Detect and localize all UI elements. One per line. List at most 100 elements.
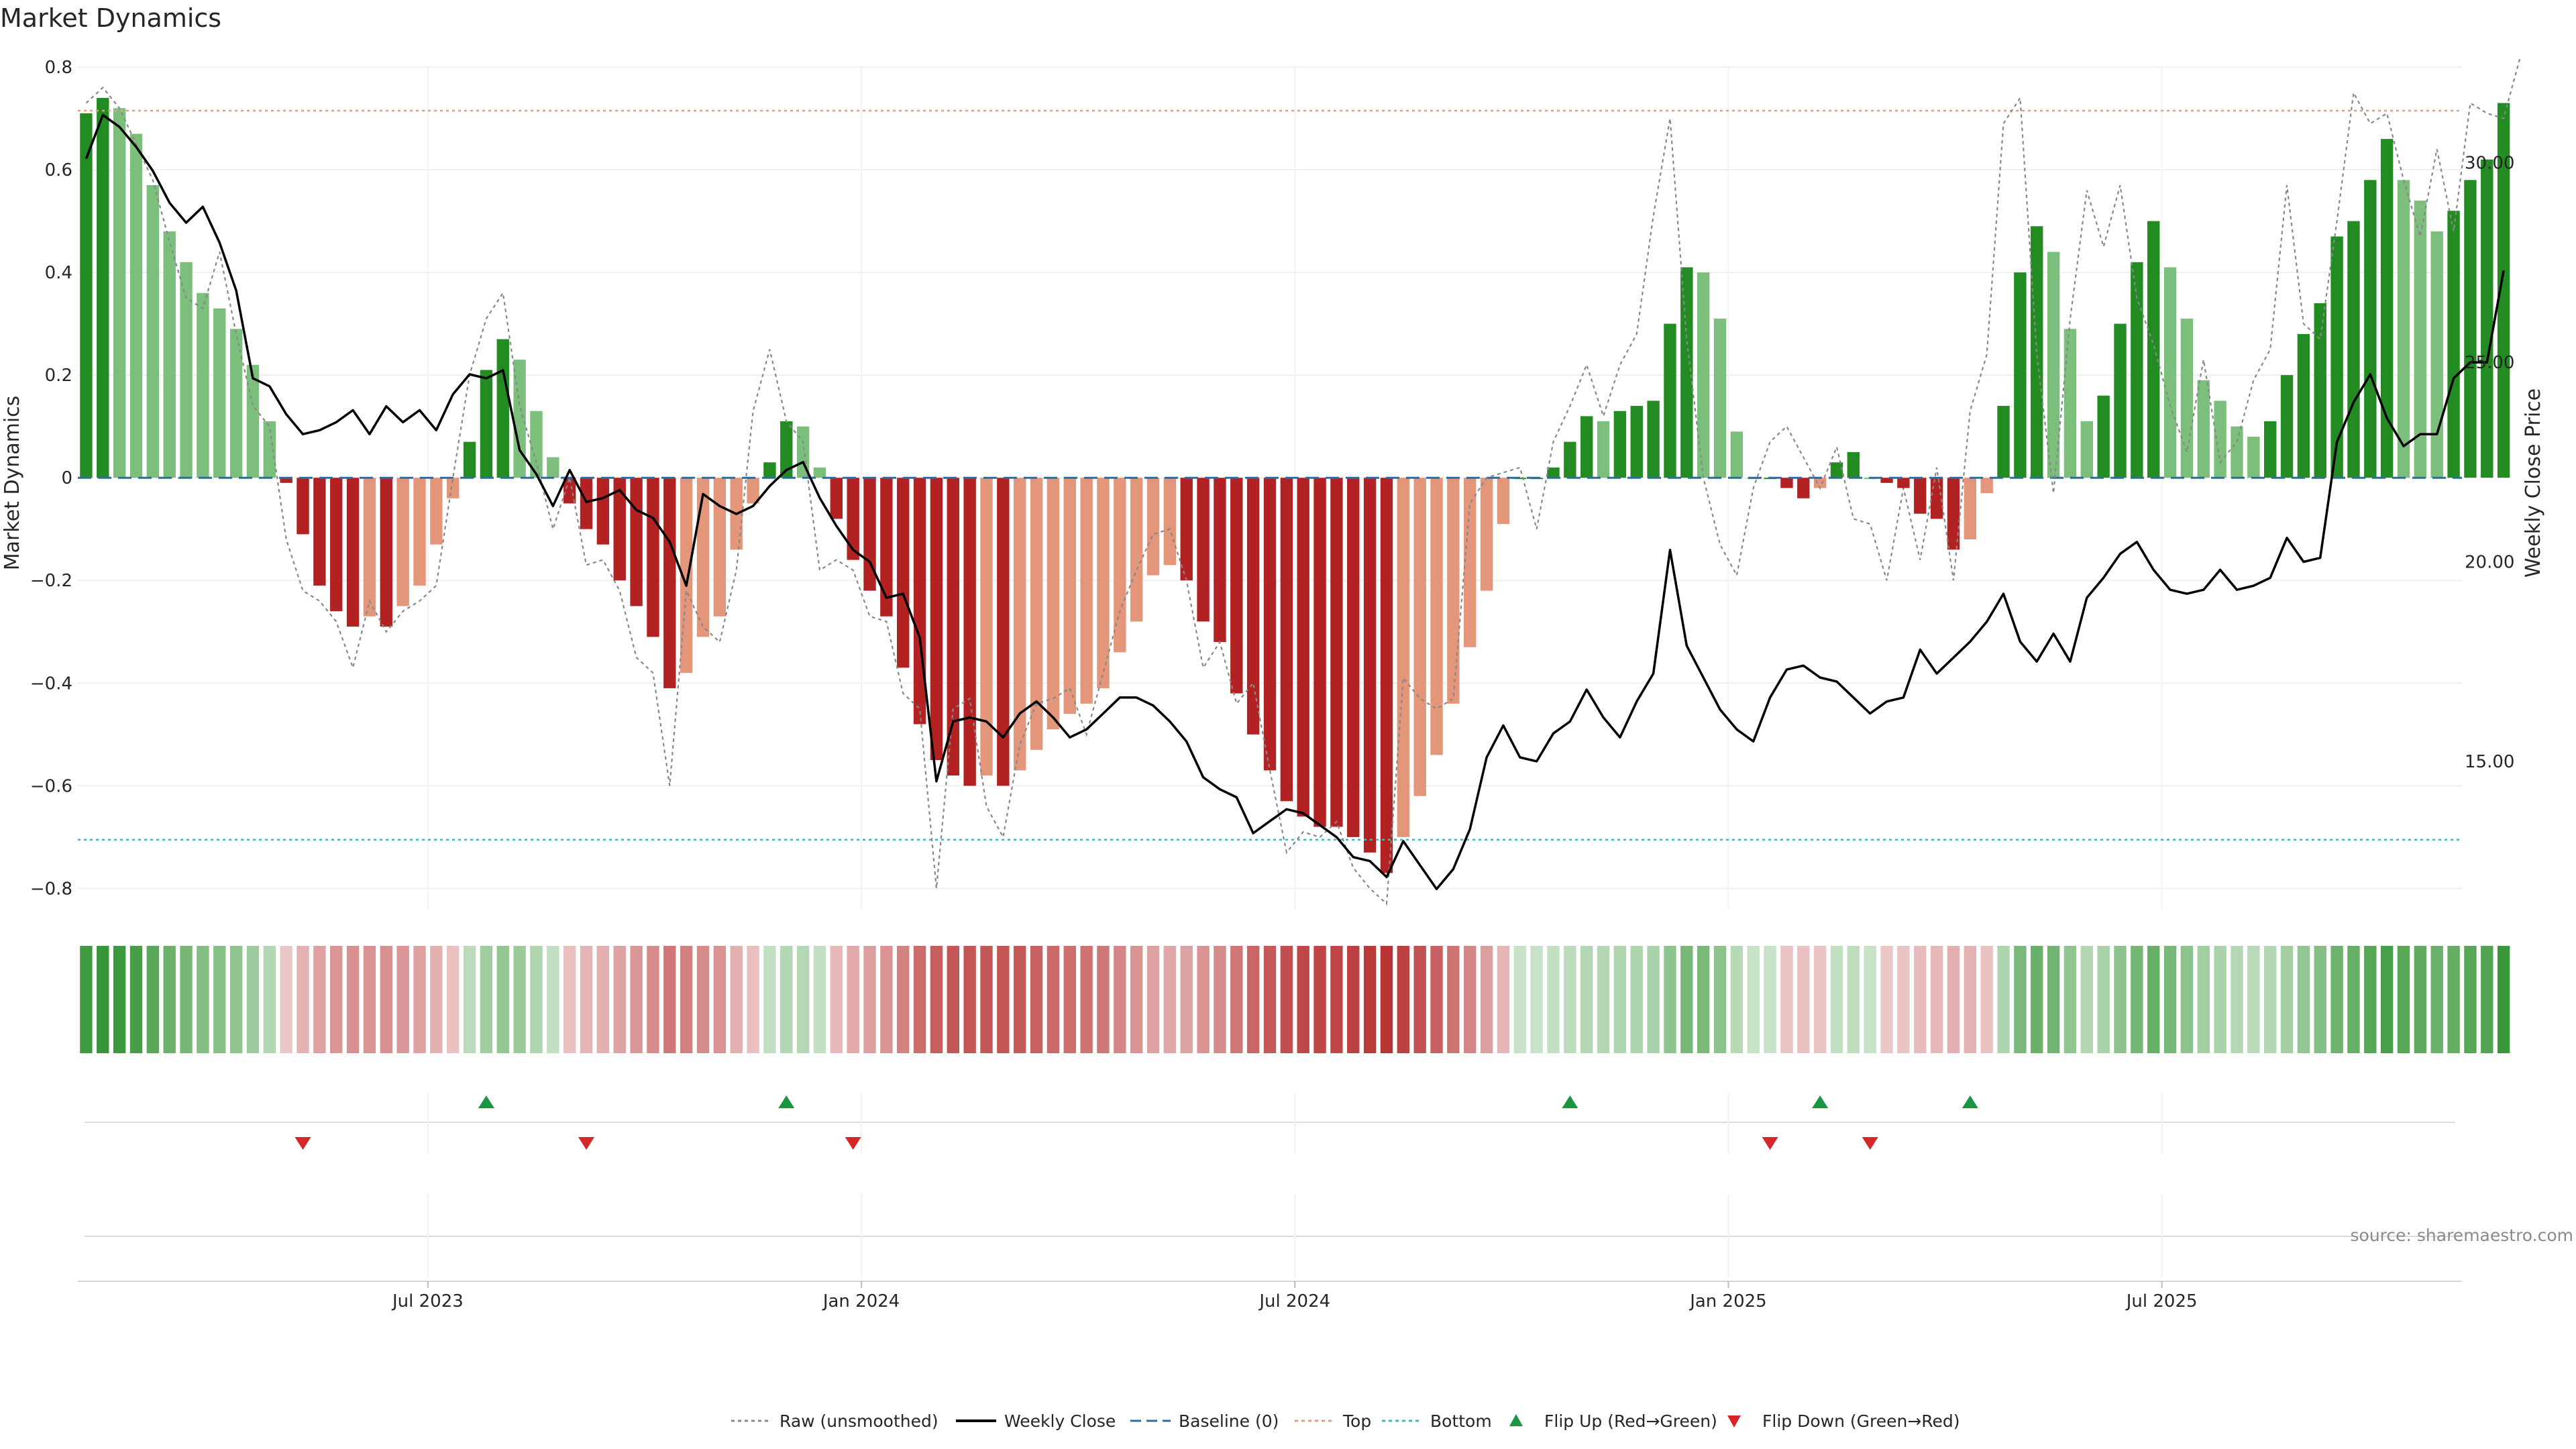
histogram-bar <box>2347 221 2360 478</box>
histogram-bar <box>213 308 226 478</box>
histogram-bar <box>1930 478 1943 519</box>
state-cell <box>1747 946 1760 1053</box>
state-cell <box>1447 946 1460 1053</box>
state-cell <box>1847 946 1860 1053</box>
histogram-bar <box>1847 451 1860 478</box>
state-cell <box>2047 946 2060 1053</box>
state-cell <box>1930 946 1943 1053</box>
flip-markers-panel <box>85 1093 2455 1154</box>
state-cell <box>1330 946 1343 1053</box>
state-cell <box>1197 946 1210 1053</box>
state-cell <box>980 946 993 1053</box>
state-cell <box>297 946 309 1053</box>
histogram-bar <box>947 478 959 776</box>
histogram-bar <box>1697 272 1710 478</box>
x-tick-label: Jul 2024 <box>1258 1291 1330 1311</box>
state-cell <box>2197 946 2210 1053</box>
histogram-bar <box>463 441 476 478</box>
histogram-bar <box>1063 478 1076 714</box>
histogram-bar <box>2080 421 2093 478</box>
state-cell <box>2414 946 2427 1053</box>
legend-item: Bottom <box>1382 1411 1492 1431</box>
left-tick-label: 0.6 <box>45 160 72 180</box>
x-tick-label: Jul 2023 <box>391 1291 464 1311</box>
histogram-bar <box>997 478 1010 786</box>
histogram-bar <box>380 478 392 627</box>
x-tick-label: Jan 2025 <box>1688 1291 1767 1311</box>
flip-down-marker <box>1762 1137 1778 1150</box>
histogram-bar <box>1030 478 1043 750</box>
reference-lines <box>78 109 2462 841</box>
histogram-bar <box>1280 478 1293 802</box>
legend-swatch <box>1509 1414 1523 1426</box>
state-cell <box>1647 946 1660 1053</box>
legend-label: Bottom <box>1430 1411 1492 1431</box>
state-cell <box>547 946 559 1053</box>
histogram-bar <box>313 478 326 586</box>
state-cell <box>1830 946 1843 1053</box>
histogram-bar <box>530 411 543 478</box>
histogram-bar <box>1330 478 1343 827</box>
legend-item: Flip Down (Green→Red) <box>1727 1411 1960 1431</box>
left-axis-ticks: 0.8 0.6 0.4 0.2 0 −0.2 −0.4 −0.6 −0.8 <box>30 58 72 899</box>
state-cell <box>2231 946 2243 1053</box>
right-axis-label: Weekly Close Price <box>2522 388 2545 578</box>
state-cell <box>1214 946 1226 1053</box>
state-cell <box>396 946 409 1053</box>
series-lines <box>85 56 2522 906</box>
left-tick-label: 0.4 <box>45 263 72 283</box>
state-cell <box>97 946 109 1053</box>
histogram-bar <box>2380 139 2394 478</box>
histogram-bar <box>1313 478 1326 827</box>
legend-item: Weekly Close <box>956 1411 1116 1431</box>
state-cell <box>1730 946 1743 1053</box>
histogram-bar <box>1130 478 1143 622</box>
state-cell <box>330 946 343 1053</box>
histogram-bar <box>630 478 643 606</box>
histogram-bar <box>2297 333 2310 478</box>
state-cell <box>713 946 727 1053</box>
histogram-bar <box>2414 200 2427 478</box>
state-cell <box>2114 946 2127 1053</box>
state-cell <box>1230 946 1243 1053</box>
state-cell <box>1880 946 1893 1053</box>
state-cell <box>913 946 926 1053</box>
histogram-bar <box>696 478 710 637</box>
left-tick-label: −0.4 <box>30 674 72 694</box>
histogram-bar <box>2430 231 2443 478</box>
state-cell <box>1530 946 1543 1053</box>
state-cell <box>1014 946 1026 1053</box>
histogram-bar <box>2464 180 2477 478</box>
x-axis-ticks: Jul 2023 Jan 2024 Jul 2024 Jan 2025 Jul 2025 <box>391 1281 2198 1311</box>
legend-item: Baseline (0) <box>1130 1411 1279 1431</box>
left-tick-label: 0.2 <box>45 366 72 386</box>
histogram-bar <box>1114 478 1126 653</box>
left-tick-label: −0.8 <box>30 879 72 899</box>
histogram-bar <box>129 133 143 478</box>
histogram-bar <box>2031 226 2043 478</box>
state-cell <box>1564 946 1576 1053</box>
legend-label: Flip Down (Green→Red) <box>1762 1411 1960 1431</box>
state-cell <box>380 946 392 1053</box>
histogram-bar <box>1180 478 1193 581</box>
state-cell <box>1997 946 2010 1053</box>
state-cell <box>263 946 276 1053</box>
state-cell <box>2014 946 2027 1053</box>
state-cell <box>1980 946 1993 1053</box>
histogram-bar <box>1097 478 1110 688</box>
state-cell <box>2131 946 2143 1053</box>
histogram-bar <box>2147 221 2160 478</box>
state-cell <box>1030 946 1043 1053</box>
state-cell <box>2031 946 2043 1053</box>
state-cell <box>1697 946 1710 1053</box>
histogram-bar <box>1830 462 1843 478</box>
legend-item: Top <box>1295 1411 1371 1431</box>
state-cell <box>1813 946 1827 1053</box>
state-cell <box>2080 946 2093 1053</box>
right-tick-label: 30.00 <box>2465 154 2514 174</box>
histogram-bar <box>1246 478 1260 735</box>
histogram-bar <box>2231 426 2243 478</box>
raw-unsmoothed-line <box>85 56 2522 906</box>
histogram-bar <box>113 108 126 478</box>
histogram-bar <box>847 478 859 560</box>
